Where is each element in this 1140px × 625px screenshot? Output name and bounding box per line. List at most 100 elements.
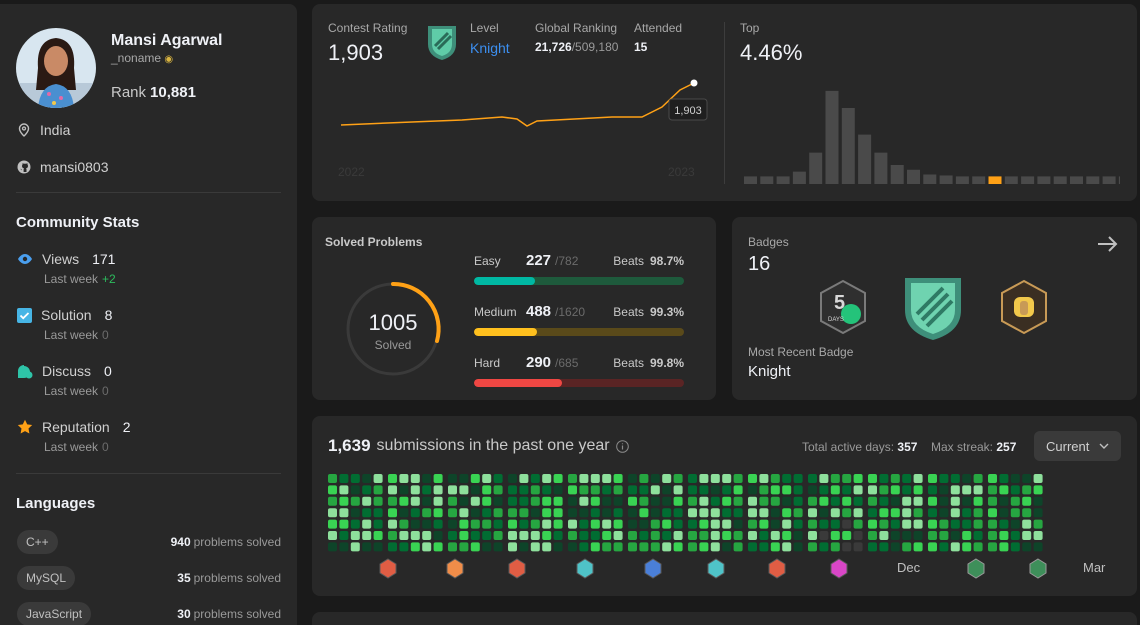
heatmap-cell[interactable] xyxy=(328,542,337,552)
heatmap-cell[interactable] xyxy=(519,542,529,552)
heatmap-cell[interactable] xyxy=(782,485,792,495)
heatmap-cell[interactable] xyxy=(568,519,577,529)
heatmap-cell[interactable] xyxy=(519,496,529,506)
heatmap-cell[interactable] xyxy=(519,485,529,495)
heatmap-cell[interactable] xyxy=(448,508,457,518)
heatmap-cell[interactable] xyxy=(628,474,637,483)
heatmap-cell[interactable] xyxy=(819,508,829,518)
heatmap-cell[interactable] xyxy=(782,519,792,529)
heatmap-cell[interactable] xyxy=(770,474,780,483)
heatmap-cell[interactable] xyxy=(388,474,397,483)
heatmap-cell[interactable] xyxy=(853,542,863,552)
heatmap-cell[interactable] xyxy=(793,485,803,495)
heatmap-cell[interactable] xyxy=(748,531,757,540)
heatmap-cell[interactable] xyxy=(508,508,517,518)
heatmap-cell[interactable] xyxy=(530,508,540,518)
heatmap-cell[interactable] xyxy=(602,508,612,518)
heatmap-cell[interactable] xyxy=(913,474,923,483)
heatmap-cell[interactable] xyxy=(1010,496,1020,506)
heatmap-cell[interactable] xyxy=(650,542,660,552)
heatmap-cell[interactable] xyxy=(962,485,972,495)
heatmap-cell[interactable] xyxy=(842,542,852,552)
heatmap-cell[interactable] xyxy=(662,508,672,518)
heatmap-cell[interactable] xyxy=(673,531,683,540)
heatmap-cell[interactable] xyxy=(493,531,503,540)
heatmap-cell[interactable] xyxy=(650,508,660,518)
heatmap-cell[interactable] xyxy=(939,531,949,540)
heatmap-cell[interactable] xyxy=(842,519,852,529)
heatmap-cell[interactable] xyxy=(868,542,877,552)
heatmap-cell[interactable] xyxy=(733,508,743,518)
heatmap-cell[interactable] xyxy=(579,474,589,483)
heatmap-cell[interactable] xyxy=(928,542,937,552)
language-chip[interactable]: C++ xyxy=(17,530,58,554)
heatmap-cell[interactable] xyxy=(710,519,720,529)
heatmap-cell[interactable] xyxy=(973,531,983,540)
heatmap-cell[interactable] xyxy=(410,485,420,495)
heatmap-cell[interactable] xyxy=(470,485,480,495)
heatmap-cell[interactable] xyxy=(673,485,683,495)
info-icon[interactable] xyxy=(615,439,629,453)
heatmap-cell[interactable] xyxy=(519,519,529,529)
heatmap-cell[interactable] xyxy=(650,485,660,495)
heatmap-cell[interactable] xyxy=(662,474,672,483)
avatar[interactable] xyxy=(16,28,96,108)
heatmap-cell[interactable] xyxy=(999,508,1009,518)
heatmap-cell[interactable] xyxy=(530,542,540,552)
heatmap-cell[interactable] xyxy=(688,496,697,506)
heatmap-cell[interactable] xyxy=(853,519,863,529)
heatmap-cell[interactable] xyxy=(722,496,732,506)
heatmap-cell[interactable] xyxy=(879,508,889,518)
heatmap-cell[interactable] xyxy=(868,531,877,540)
heatmap-cell[interactable] xyxy=(819,485,829,495)
heatmap-cell[interactable] xyxy=(890,519,900,529)
heatmap-cell[interactable] xyxy=(579,485,589,495)
heatmap-cell[interactable] xyxy=(890,474,900,483)
heatmap-cell[interactable] xyxy=(793,496,803,506)
heatmap-cell[interactable] xyxy=(350,531,360,540)
heatmap-cell[interactable] xyxy=(1010,531,1020,540)
heatmap-cell[interactable] xyxy=(782,542,792,552)
heatmap-cell[interactable] xyxy=(639,508,649,518)
heatmap-cell[interactable] xyxy=(793,519,803,529)
heatmap-cell[interactable] xyxy=(748,485,757,495)
heatmap-cell[interactable] xyxy=(470,542,480,552)
heatmap-cell[interactable] xyxy=(482,508,492,518)
heatmap-cell[interactable] xyxy=(699,496,709,506)
heatmap-cell[interactable] xyxy=(373,485,383,495)
heatmap-cell[interactable] xyxy=(950,485,960,495)
heatmap-cell[interactable] xyxy=(999,542,1009,552)
heatmap-cell[interactable] xyxy=(422,519,432,529)
heatmap-cell[interactable] xyxy=(722,519,732,529)
heatmap-cell[interactable] xyxy=(628,496,637,506)
heatmap-cell[interactable] xyxy=(639,474,649,483)
heatmap-cell[interactable] xyxy=(733,542,743,552)
heatmap-cell[interactable] xyxy=(962,542,972,552)
heatmap-cell[interactable] xyxy=(688,531,697,540)
heatmap-cell[interactable] xyxy=(602,496,612,506)
heatmap-cell[interactable] xyxy=(650,474,660,483)
heatmap-cell[interactable] xyxy=(710,531,720,540)
heatmap-cell[interactable] xyxy=(542,531,552,540)
heatmap-cell[interactable] xyxy=(879,485,889,495)
heatmap-cell[interactable] xyxy=(962,531,972,540)
heatmap-cell[interactable] xyxy=(1033,496,1043,506)
heatmap-cell[interactable] xyxy=(362,531,372,540)
heatmap-cell[interactable] xyxy=(508,542,517,552)
heatmap-cell[interactable] xyxy=(782,496,792,506)
heatmap-cell[interactable] xyxy=(830,508,840,518)
heatmap-cell[interactable] xyxy=(830,519,840,529)
heatmap-cell[interactable] xyxy=(913,508,923,518)
heatmap-cell[interactable] xyxy=(433,496,443,506)
heatmap-cell[interactable] xyxy=(950,474,960,483)
heatmap-cell[interactable] xyxy=(639,542,649,552)
heatmap-cell[interactable] xyxy=(328,508,337,518)
heatmap-cell[interactable] xyxy=(830,531,840,540)
heatmap-cell[interactable] xyxy=(459,519,469,529)
heatmap-cell[interactable] xyxy=(879,531,889,540)
heatmap-cell[interactable] xyxy=(699,508,709,518)
heatmap-cell[interactable] xyxy=(868,519,877,529)
heatmap-cell[interactable] xyxy=(579,519,589,529)
heatmap-cell[interactable] xyxy=(819,496,829,506)
heatmap-cell[interactable] xyxy=(939,542,949,552)
